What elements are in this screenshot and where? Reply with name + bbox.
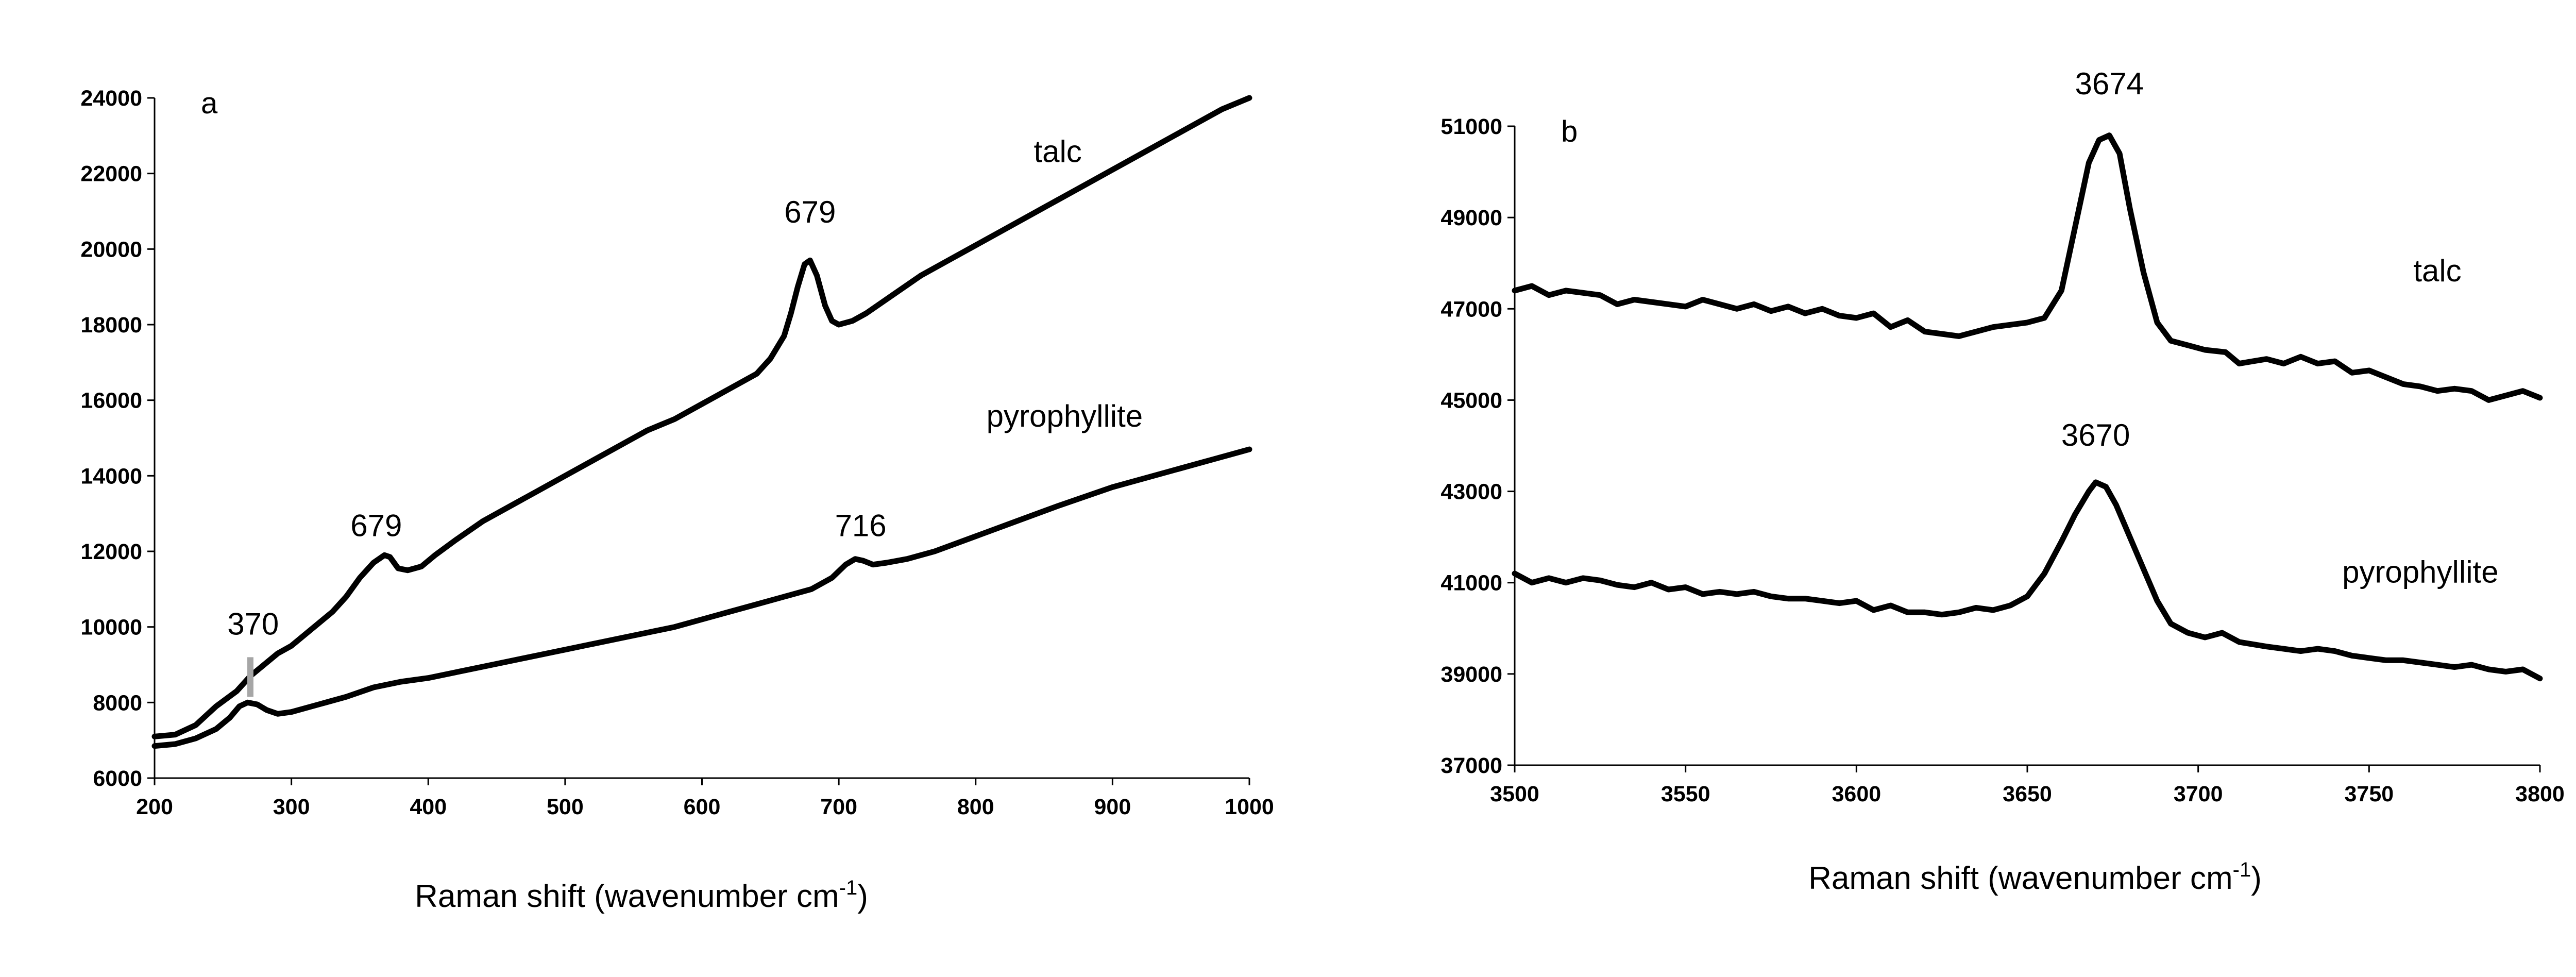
y-tick-label: 39000 — [1440, 662, 1502, 687]
y-tick-label: 47000 — [1440, 297, 1502, 322]
x-tick-label: 3550 — [1661, 782, 1710, 806]
x-tick-label: 3650 — [2003, 782, 2052, 806]
x-tick-label: 3800 — [2515, 782, 2565, 806]
chart-panel-a: 6000 8000 10000 12000 14000 16000 18000 20000 22… — [80, 86, 1274, 914]
y-tick-label: 10000 — [80, 615, 142, 640]
series-talc-line — [151, 95, 1252, 739]
x-tick-label: 700 — [820, 795, 857, 819]
annotation-label: 716 — [835, 509, 887, 543]
x-tick-label: 3700 — [2174, 782, 2223, 806]
annotation-label: 679 — [784, 195, 836, 229]
annotation-label: 679 — [350, 509, 402, 543]
y-tick-label: 20000 — [80, 237, 142, 262]
series-pyrophyllite-line — [1512, 479, 2543, 682]
y-tick-label: 49000 — [1440, 206, 1502, 230]
y-tick-label: 43000 — [1440, 480, 1502, 504]
y-tick-label: 16000 — [80, 389, 142, 413]
y-tick-label: 18000 — [80, 313, 142, 338]
series-talc-line — [1512, 132, 2543, 403]
annotation-label: pyrophyllite — [987, 399, 1143, 433]
y-tick-label: 8000 — [93, 690, 142, 715]
x-tick-label: 900 — [1094, 795, 1131, 819]
y-tick-label: 24000 — [80, 86, 142, 111]
y-tick-label: 6000 — [93, 766, 142, 791]
y-tick-label: 51000 — [1440, 114, 1502, 139]
x-tick-label: 600 — [684, 795, 721, 819]
x-tick-label: 1000 — [1225, 795, 1274, 819]
y-tick-label: 22000 — [80, 162, 142, 187]
y-tick-label: 37000 — [1440, 753, 1502, 778]
y-tick-label: 45000 — [1440, 388, 1502, 413]
panel-letter: b — [1561, 115, 1578, 148]
annotation-label: 3674 — [2075, 66, 2143, 101]
x-tick-label: 3750 — [2344, 782, 2394, 806]
chart-panel-b: 37000 39000 41000 43000 45000 47000 49000 51000… — [1440, 66, 2564, 896]
annotation-label: 3670 — [2061, 418, 2130, 452]
x-tick-label: 800 — [957, 795, 994, 819]
y-tick-label: 12000 — [80, 540, 142, 564]
x-tick-label: 400 — [410, 795, 447, 819]
x-tick-label: 500 — [547, 795, 584, 819]
x-axis-title: Raman shift (wavenumber cm-1) — [1808, 858, 2262, 896]
series-pyrophyllite-line — [151, 446, 1252, 749]
annotation-label: pyrophyllite — [2342, 555, 2499, 589]
y-tick-label: 14000 — [80, 464, 142, 488]
x-tick-label: 3500 — [1490, 782, 1539, 806]
y-tick-label: 41000 — [1440, 571, 1502, 596]
annotation-label: talc — [1033, 134, 1081, 169]
x-tick-label: 200 — [136, 795, 173, 819]
panel-letter: a — [201, 87, 218, 120]
annotation-label: 370 — [227, 607, 279, 641]
x-tick-label: 300 — [273, 795, 310, 819]
annotation-label: talc — [2413, 254, 2461, 288]
x-tick-label: 3600 — [1832, 782, 1881, 806]
x-axis-title: Raman shift (wavenumber cm-1) — [415, 877, 868, 914]
